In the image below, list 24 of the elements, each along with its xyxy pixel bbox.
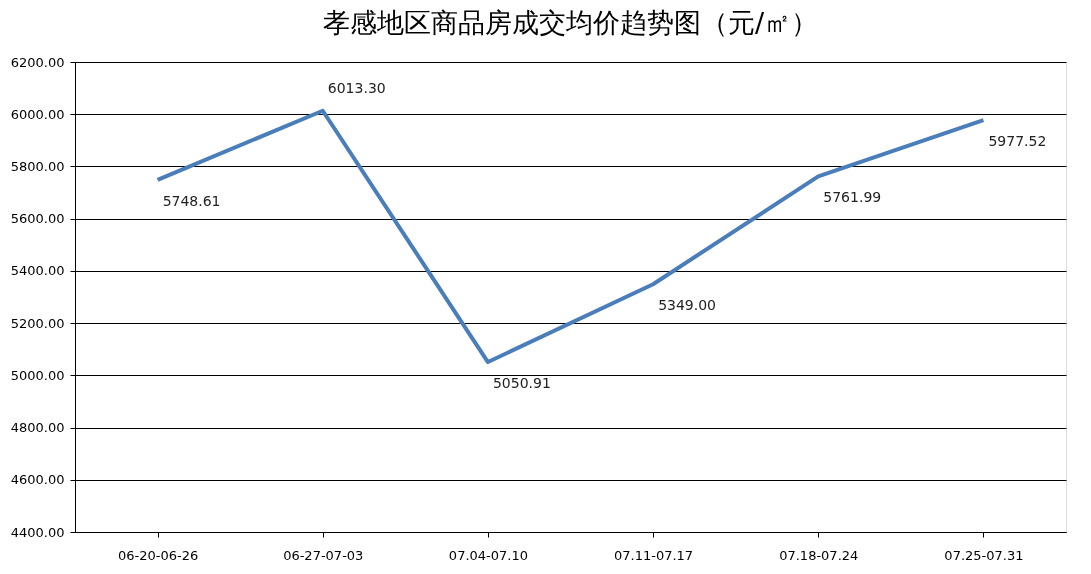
x-tick-label: 06-20-06-26 — [117, 547, 199, 563]
x-tick-label: 07.18-07.24 — [779, 547, 859, 563]
y-tick-label: 4400.00 — [10, 524, 65, 540]
chart-title: 孝感地区商品房成交均价趋势图（元/㎡） — [322, 7, 819, 38]
y-tick-label: 5600.00 — [10, 211, 65, 227]
y-tick-label: 6000.00 — [10, 106, 65, 122]
data-label: 6013.30 — [327, 79, 386, 96]
x-tick-label: 07.04-07.10 — [448, 547, 528, 563]
data-label: 5977.52 — [988, 133, 1047, 150]
data-label: 5748.61 — [162, 192, 221, 209]
y-tick-label: 5000.00 — [10, 367, 65, 383]
y-tick-label: 5800.00 — [10, 158, 65, 174]
y-tick-label: 6200.00 — [10, 54, 65, 70]
x-tick-label: 06-27-07-03 — [283, 547, 364, 563]
y-tick-label: 4600.00 — [10, 472, 65, 488]
x-tick-label: 07.25-07.31 — [944, 547, 1024, 563]
y-tick-label: 5400.00 — [10, 263, 65, 279]
line-series — [155, 108, 986, 365]
y-tick-label: 5200.00 — [10, 315, 65, 331]
x-tick-label: 07.11-07.17 — [614, 547, 694, 563]
data-label: 5349.00 — [658, 297, 717, 314]
data-label: 5050.91 — [492, 375, 551, 392]
data-label: 5761.99 — [823, 189, 882, 206]
y-tick-label: 4800.00 — [10, 420, 65, 436]
